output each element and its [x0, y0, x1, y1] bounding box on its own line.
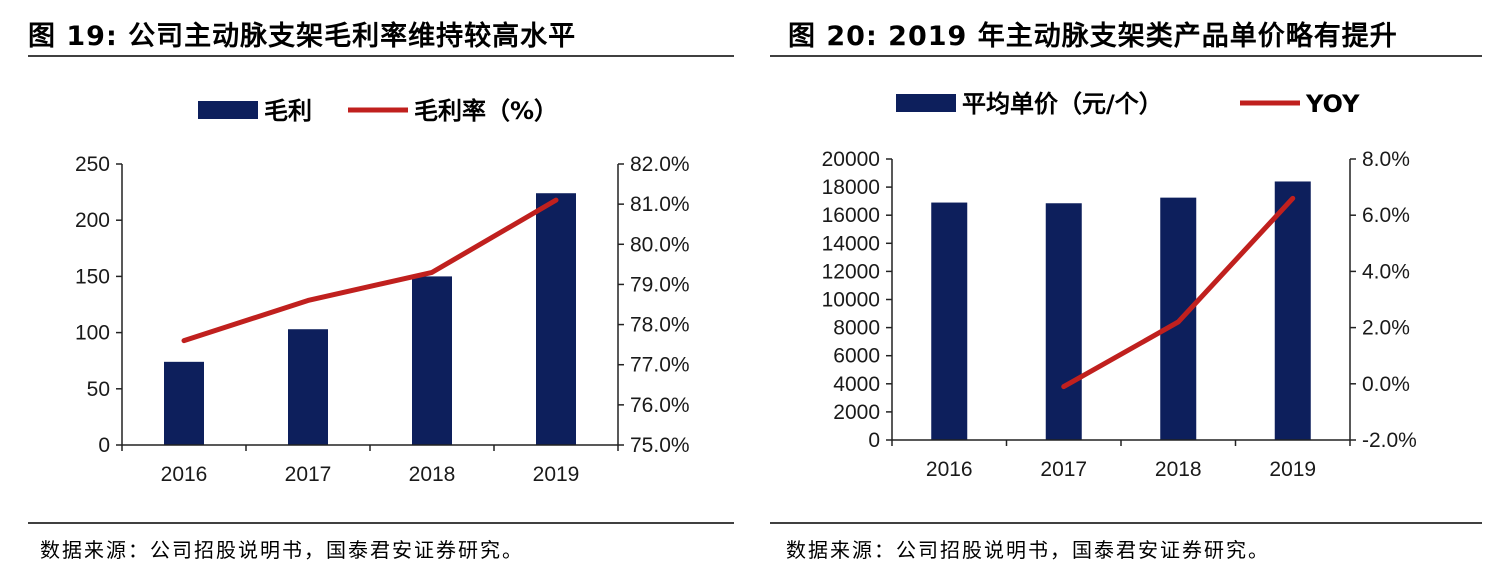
right-left-tick-label: 4000: [833, 373, 880, 396]
left-left-tick-label: 50: [87, 378, 110, 401]
left-x-label-2019: 2019: [533, 463, 580, 486]
left-bar-2019: [536, 193, 576, 445]
right-source-note: 数据来源：公司招股说明书，国泰君安证券研究。: [786, 538, 1270, 562]
left-legend-bar-swatch: [198, 101, 258, 119]
right-right-tick-label: 4.0%: [1362, 260, 1410, 283]
right-bar-2019: [1274, 181, 1311, 441]
left-right-tick-label: 75.0%: [630, 434, 690, 457]
right-title-rule: [770, 55, 1482, 57]
right-chart: 平均单价（元/个） YOY 0 2000 4000 6000 8000 10000 12000 1…: [822, 90, 1417, 481]
right-left-tick-label: 14000: [822, 232, 880, 255]
right-figure-title: 图 20: 2019 年主动脉支架类产品单价略有提升: [788, 21, 1398, 52]
left-legend-bar-label: 毛利: [264, 97, 312, 125]
left-right-tick-label: 78.0%: [630, 314, 690, 337]
left-bar-2017: [288, 329, 328, 445]
left-title-rule: [28, 55, 734, 57]
right-left-tick-label: 18000: [822, 176, 880, 199]
left-x-label-2018: 2018: [409, 463, 456, 486]
right-x-label-2016: 2016: [926, 458, 973, 481]
right-right-tick-label: 0.0%: [1362, 373, 1410, 396]
right-x-label-2019: 2019: [1269, 458, 1316, 481]
right-line-series: [1061, 195, 1296, 390]
left-right-tick-label: 82.0%: [630, 153, 690, 176]
right-figure-panel: 图 20: 2019 年主动脉支架类产品单价略有提升 平均单价（元/个） YOY 0…: [750, 0, 1500, 586]
left-figure-title: 图 19: 公司主动脉支架毛利率维持较高水平: [28, 21, 577, 52]
left-right-tick-label: 81.0%: [630, 193, 690, 216]
left-right-tick-label: 76.0%: [630, 394, 690, 417]
left-bar-2016: [164, 361, 204, 445]
right-left-tick-label: 20000: [822, 148, 880, 171]
right-left-tick-label: 6000: [833, 345, 880, 368]
right-right-tick-label: 2.0%: [1362, 317, 1410, 340]
right-legend-line-label: YOY: [1305, 90, 1360, 118]
right-x-label-2018: 2018: [1155, 458, 1202, 481]
right-right-tick-label: 6.0%: [1362, 204, 1410, 227]
right-legend-bar-label: 平均单价（元/个）: [962, 90, 1163, 118]
right-left-tick-label: 8000: [833, 317, 880, 340]
left-figure-panel: 图 19: 公司主动脉支架毛利率维持较高水平 毛利 毛利率（%） 0 50 100 150…: [28, 21, 734, 562]
left-left-tick-label: 150: [75, 265, 110, 288]
left-x-label-2017: 2017: [285, 463, 332, 486]
left-bar-2018: [412, 276, 452, 445]
right-left-tick-label: 10000: [822, 289, 880, 312]
left-source-rule: [28, 522, 734, 524]
left-right-tick-label: 77.0%: [630, 354, 690, 377]
left-right-tick-label: 79.0%: [630, 273, 690, 296]
left-right-tick-label: 80.0%: [630, 233, 690, 256]
left-line-series: [181, 197, 559, 344]
right-right-tick-label: 8.0%: [1362, 148, 1410, 171]
right-bar-2016: [931, 202, 968, 440]
right-left-tick-label: 0: [868, 429, 880, 452]
right-left-tick-label: 2000: [833, 401, 880, 424]
right-left-tick-label: 12000: [822, 260, 880, 283]
left-legend-line-label: 毛利率（%）: [414, 97, 558, 125]
left-chart: 毛利 毛利率（%） 0 50 100 150 200 250 75.0% 76.0% 77.0% 78…: [75, 97, 690, 486]
right-right-tick-label: -2.0%: [1362, 429, 1417, 452]
left-x-label-2016: 2016: [161, 463, 208, 486]
right-left-tick-label: 16000: [822, 204, 880, 227]
right-bar-2017: [1045, 203, 1082, 440]
left-left-tick-label: 250: [75, 153, 110, 176]
left-left-tick-label: 200: [75, 209, 110, 232]
right-source-rule: [770, 522, 1482, 524]
left-source-note: 数据来源：公司招股说明书，国泰君安证券研究。: [40, 538, 524, 562]
left-left-tick-label: 0: [98, 434, 110, 457]
right-legend-bar-swatch: [896, 94, 956, 112]
right-x-label-2017: 2017: [1040, 458, 1087, 481]
left-left-tick-label: 100: [75, 322, 110, 345]
